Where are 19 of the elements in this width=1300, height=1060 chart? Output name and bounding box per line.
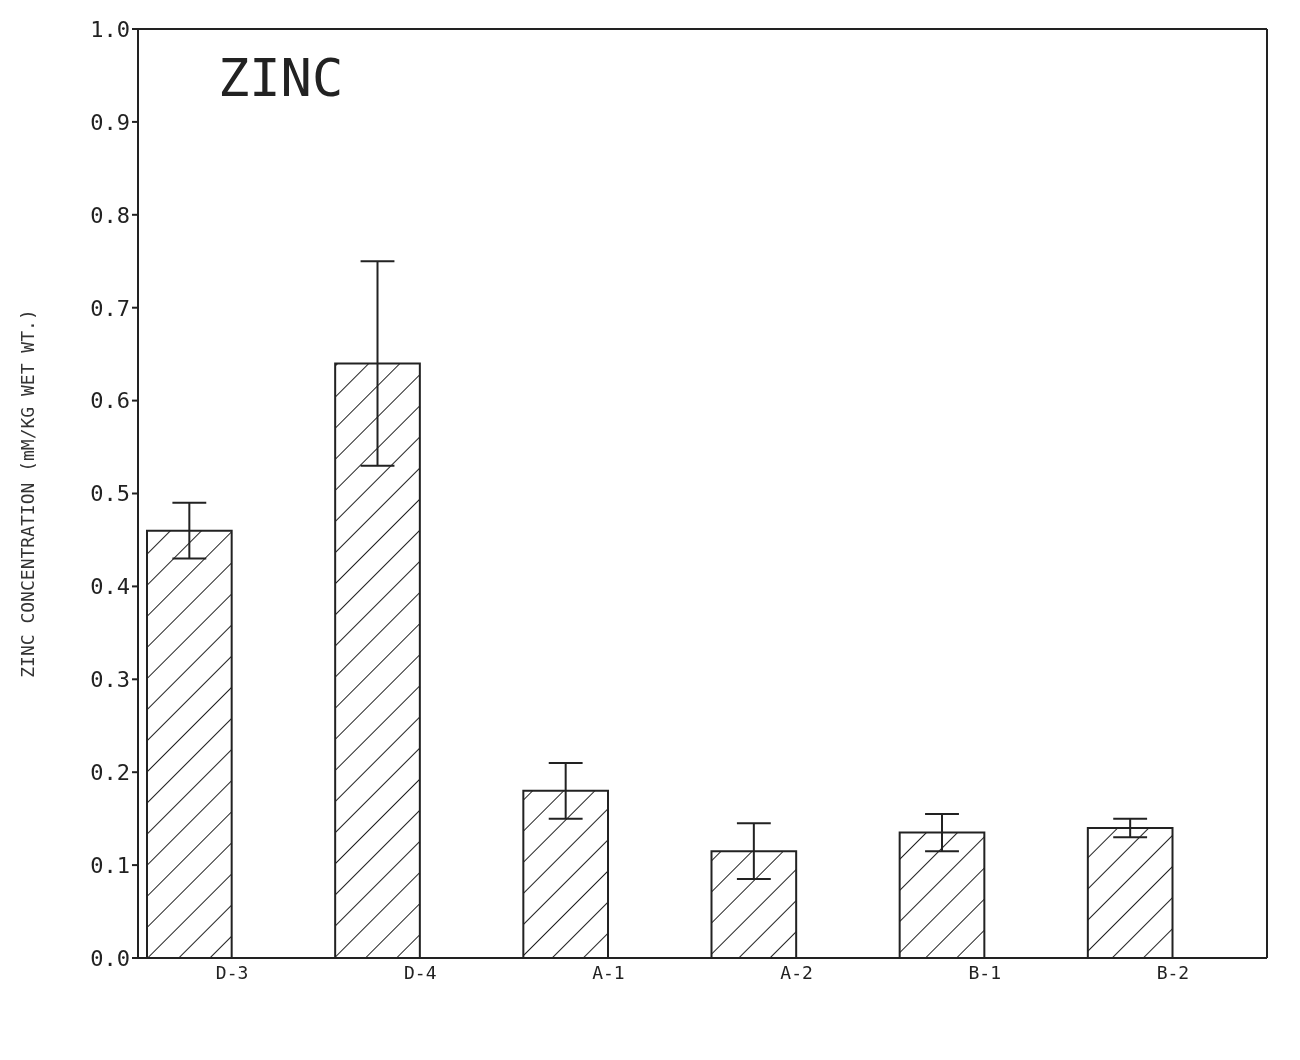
y-tick-label: 0.8 (90, 202, 130, 228)
x-tick-label: B-2 (1156, 961, 1190, 983)
y-tick-label: 0.4 (90, 574, 130, 600)
x-tick-label: D-4 (403, 961, 437, 983)
chart-title: ZINC (218, 48, 344, 108)
x-tick-label: A-2 (780, 961, 813, 983)
x-tick-label: A-1 (592, 961, 625, 983)
y-tick-label: 0.0 (90, 945, 130, 971)
y-tick-label: 0.7 (90, 295, 130, 321)
y-tick-label: 0.5 (90, 481, 130, 507)
y-tick-label: 0.2 (90, 760, 130, 786)
y-tick-label: 0.9 (90, 109, 130, 135)
y-tick-label: 0.3 (90, 667, 130, 693)
y-tick-label: 0.1 (90, 852, 130, 878)
x-tick-label: B-1 (968, 961, 1002, 983)
y-axis-title: ZINC CONCENTRATION (mM/KG WET WT.) (17, 309, 39, 678)
y-tick-label: 1.0 (90, 16, 130, 42)
x-tick-label: D-3 (215, 961, 249, 983)
y-tick-label: 0.6 (90, 388, 130, 414)
